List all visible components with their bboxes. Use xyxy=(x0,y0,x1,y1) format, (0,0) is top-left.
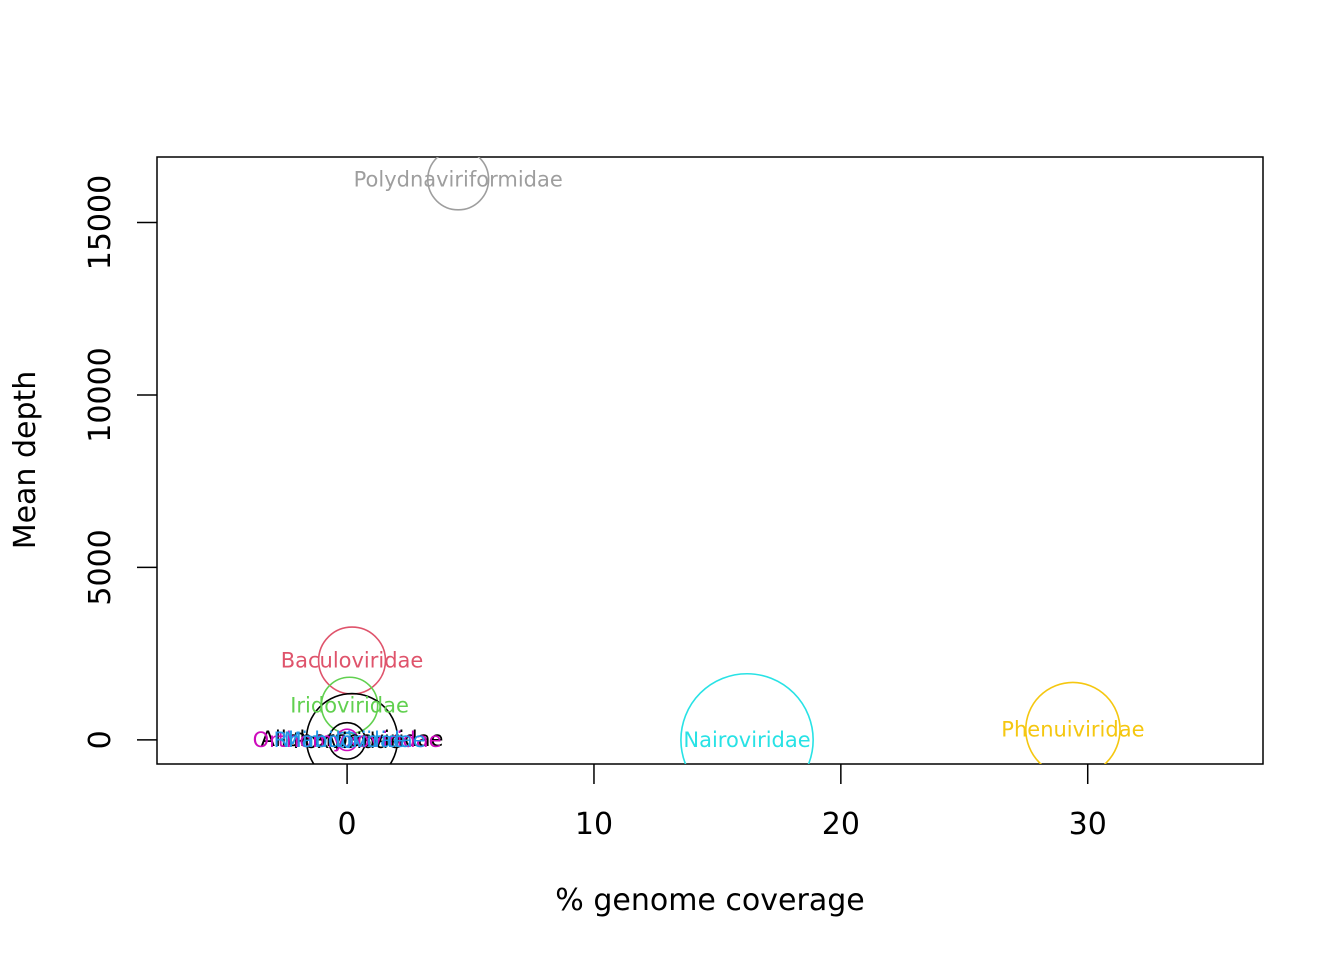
y-tick-label: 10000 xyxy=(83,347,118,442)
point-circle xyxy=(341,731,358,749)
point-label: Baculoviridae xyxy=(281,649,424,673)
point-label: Phenuiviridae xyxy=(1001,718,1144,742)
point-circle xyxy=(336,731,354,749)
point-circle xyxy=(328,721,367,760)
point-circle xyxy=(305,692,399,764)
point-circle xyxy=(680,672,814,764)
point-label: Polydnaviriformidae xyxy=(354,167,563,191)
point-circle xyxy=(1025,681,1121,764)
point-label: Nairoviridae xyxy=(683,728,810,752)
data-labels: Polydnaviriformidae Baculoviridae Iridovir… xyxy=(253,167,1145,752)
y-tick-label: 5000 xyxy=(83,529,118,605)
x-tick-label: 10 xyxy=(575,807,613,842)
point-label: Orthomyxoviridae xyxy=(253,728,442,752)
point-label: Mimiviridae xyxy=(284,728,406,752)
y-tick-label: 0 xyxy=(83,730,118,749)
x-tick-label: 30 xyxy=(1069,807,1107,842)
x-tick-label: 0 xyxy=(338,807,357,842)
y-tick-label: 15000 xyxy=(83,175,118,270)
point-label: Rhabdoviridae xyxy=(273,728,425,752)
x-axis-label: % genome coverage xyxy=(555,883,864,918)
point-label: Alloherpesviridae xyxy=(261,727,444,751)
data-points xyxy=(305,157,1121,764)
x-tick-label: 20 xyxy=(822,807,860,842)
y-axis-label: Mean depth xyxy=(8,371,43,550)
point-label: Iridoviridae xyxy=(290,693,409,717)
point-label: Poxviridae xyxy=(293,729,401,753)
plot-frame xyxy=(156,156,1264,765)
y-axis: 0 5000 10000 15000 xyxy=(83,175,157,749)
x-axis: 0 10 20 30 xyxy=(338,764,1107,842)
point-circle xyxy=(426,157,490,211)
